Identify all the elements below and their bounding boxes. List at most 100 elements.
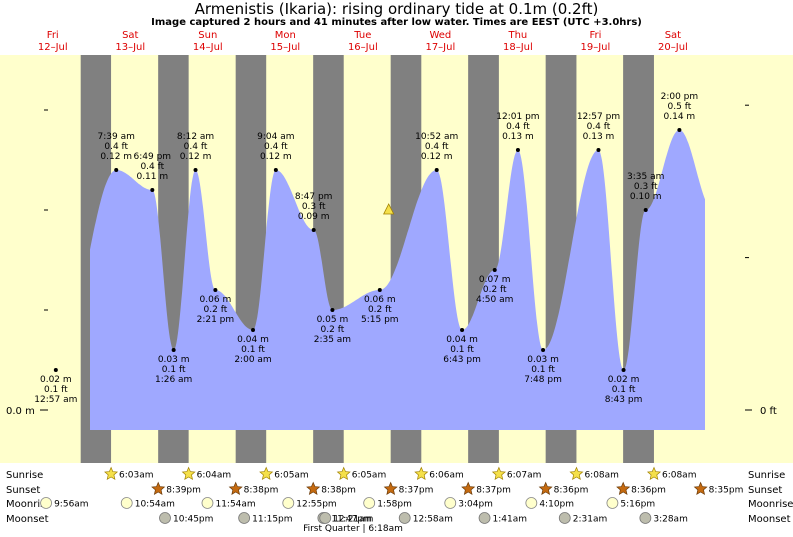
sunrise-icon xyxy=(646,466,662,481)
tide-curve xyxy=(90,130,705,430)
extreme-label: 0.03 m xyxy=(527,355,559,365)
extreme-label: 0.05 m xyxy=(317,315,349,325)
sunset-icon xyxy=(383,481,398,496)
extreme-point xyxy=(434,168,439,172)
extreme-point xyxy=(677,128,682,132)
extreme-point xyxy=(541,348,546,352)
moon-phase-label: First Quarter | 6:18am xyxy=(303,524,403,534)
extreme-label: 0.11 m xyxy=(136,172,168,182)
day-name-label: Sat xyxy=(665,30,681,41)
sunset-time: 8:39pm xyxy=(166,486,201,496)
extreme-point xyxy=(53,368,58,372)
extreme-point xyxy=(643,208,648,212)
sunset-time: 8:38pm xyxy=(321,486,356,496)
extreme-label: 0.4 ft xyxy=(264,142,288,152)
extreme-label: 0.4 ft xyxy=(425,142,449,152)
extreme-label: 0.10 m xyxy=(630,192,662,202)
extreme-label: 0.12 m xyxy=(260,152,292,162)
sunrise-row-label-left: Sunrise xyxy=(6,470,43,481)
extreme-label: 0.2 ft xyxy=(483,285,507,295)
extreme-label: 2:00 pm xyxy=(661,92,699,102)
moonset-icon xyxy=(639,512,652,524)
extreme-label: 0.04 m xyxy=(446,335,478,345)
extreme-label: 10:52 am xyxy=(415,132,458,142)
chart-title: Armenistis (Ikaria): rising ordinary tid… xyxy=(194,0,599,18)
extreme-label: 12:01 pm xyxy=(496,112,539,122)
sunset-time: 8:35pm xyxy=(709,486,744,496)
extreme-label: 0.12 m xyxy=(421,152,453,162)
extreme-label: 0.4 ft xyxy=(104,142,128,152)
moonrise-time: 11:54am xyxy=(215,500,255,510)
sunrise-row-label-right: Sunrise xyxy=(748,470,785,481)
extreme-point xyxy=(251,328,256,332)
moonrise-time: 4:10pm xyxy=(539,500,574,510)
sunrise-icon xyxy=(414,466,429,481)
extreme-label: 8:12 am xyxy=(177,132,214,142)
extreme-label: 7:48 pm xyxy=(524,375,562,385)
moonset-row-label-right: Moonset xyxy=(748,514,791,525)
sunset-icon xyxy=(538,481,553,496)
extreme-label: 0.2 ft xyxy=(204,305,228,315)
extreme-label: 8:47 pm xyxy=(295,192,333,202)
extreme-point xyxy=(621,368,626,372)
moonrise-icon xyxy=(606,497,619,509)
moonrise-icon xyxy=(40,497,52,509)
extreme-label: 0.02 m xyxy=(608,375,640,385)
moonset-icon xyxy=(398,512,411,524)
extreme-label: 0.5 ft xyxy=(668,102,692,112)
extreme-label: 7:39 am xyxy=(98,132,135,142)
extreme-label: 0.4 ft xyxy=(506,122,530,132)
extreme-label: 0.04 m xyxy=(237,335,269,345)
extreme-label: 0.07 m xyxy=(479,275,511,285)
sunset-row-label-left: Sunset xyxy=(6,485,40,496)
extreme-label: 0.1 ft xyxy=(531,365,555,375)
day-date-label: 12–Jul xyxy=(38,42,68,53)
y-axis-left-zero-label: 0.0 m xyxy=(6,406,35,417)
sunset-time: 8:36pm xyxy=(631,486,666,496)
day-date-label: 19–Jul xyxy=(581,42,611,53)
day-name-label: Mon xyxy=(275,30,296,41)
extreme-label: 8:43 pm xyxy=(605,395,643,405)
moonrise-time: 10:54am xyxy=(135,500,175,510)
moonrise-icon xyxy=(201,497,214,509)
day-name-label: Fri xyxy=(589,30,601,41)
extreme-label: 0.14 m xyxy=(664,112,696,122)
extreme-label: 6:49 pm xyxy=(134,152,172,162)
moonrise-row-label-left: Moonrise xyxy=(6,499,51,510)
day-name-label: Tue xyxy=(353,30,371,41)
day-date-label: 17–Jul xyxy=(425,42,455,53)
sunset-icon xyxy=(306,481,321,496)
extreme-label: 0.2 ft xyxy=(321,325,345,335)
extreme-label: 4:50 am xyxy=(476,295,513,305)
moonset-time: 1:41am xyxy=(493,515,527,525)
extreme-label: 1:26 am xyxy=(155,375,192,385)
extreme-point xyxy=(171,348,176,352)
day-name-label: Sat xyxy=(122,30,138,41)
extreme-label: 0.1 ft xyxy=(44,385,68,395)
sunset-row-label-right: Sunset xyxy=(748,485,782,496)
extreme-label: 0.12 m xyxy=(180,152,212,162)
day-name-label: Fri xyxy=(47,30,59,41)
axes: 0.0 m 0 ft xyxy=(6,104,777,417)
moonrise-icon xyxy=(444,497,457,509)
sunrise-time: 6:08am xyxy=(584,471,619,481)
sunrise-icon xyxy=(491,466,506,481)
day-date-label: 16–Jul xyxy=(348,42,378,53)
extreme-label: 2:00 am xyxy=(234,355,271,365)
extreme-label: 12:57 pm xyxy=(577,112,620,122)
extreme-label: 0.3 ft xyxy=(302,202,326,212)
moonrise-time: 1:58pm xyxy=(377,500,412,510)
chart-subtitle: Image captured 2 hours and 41 minutes af… xyxy=(151,17,642,28)
day-name-label: Wed xyxy=(429,30,451,41)
extreme-label: 2:35 am xyxy=(314,335,351,345)
moonrise-row-label-right: Moonrise xyxy=(748,499,793,510)
sunrise-icon xyxy=(336,466,351,481)
moonset-icon xyxy=(558,512,571,524)
moonset-row-label-left: Moonset xyxy=(6,514,49,525)
day-labels: Fri12–JulSat13–JulSun14–JulMon15–JulTue1… xyxy=(38,30,688,53)
extreme-label: 0.1 ft xyxy=(612,385,636,395)
moonset-time: 10:45pm xyxy=(173,515,213,525)
day-date-label: 20–Jul xyxy=(658,42,688,53)
